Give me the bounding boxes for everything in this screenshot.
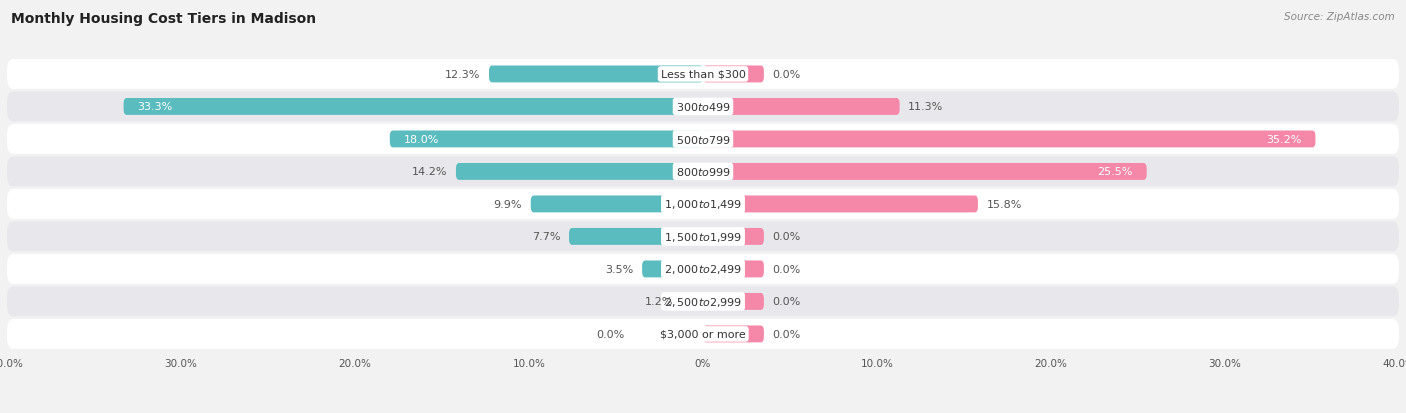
Text: 3.5%: 3.5%: [605, 264, 633, 274]
Legend: Owner-occupied, Renter-occupied: Owner-occupied, Renter-occupied: [578, 411, 828, 413]
Text: 0.0%: 0.0%: [773, 297, 801, 307]
FancyBboxPatch shape: [389, 131, 703, 148]
Text: 35.2%: 35.2%: [1267, 135, 1302, 145]
Text: 0.0%: 0.0%: [773, 70, 801, 80]
FancyBboxPatch shape: [489, 66, 703, 83]
Text: 12.3%: 12.3%: [444, 70, 481, 80]
FancyBboxPatch shape: [703, 261, 763, 278]
Text: $2,500 to $2,999: $2,500 to $2,999: [664, 295, 742, 308]
FancyBboxPatch shape: [124, 99, 703, 116]
FancyBboxPatch shape: [456, 164, 703, 180]
FancyBboxPatch shape: [7, 157, 1399, 187]
Text: 0.0%: 0.0%: [773, 232, 801, 242]
Text: 18.0%: 18.0%: [404, 135, 439, 145]
Text: 25.5%: 25.5%: [1098, 167, 1133, 177]
Text: 14.2%: 14.2%: [412, 167, 447, 177]
FancyBboxPatch shape: [7, 60, 1399, 90]
Text: Source: ZipAtlas.com: Source: ZipAtlas.com: [1284, 12, 1395, 22]
FancyBboxPatch shape: [7, 92, 1399, 122]
Text: 9.9%: 9.9%: [494, 199, 522, 209]
FancyBboxPatch shape: [703, 326, 763, 342]
Text: Monthly Housing Cost Tiers in Madison: Monthly Housing Cost Tiers in Madison: [11, 12, 316, 26]
FancyBboxPatch shape: [703, 293, 763, 310]
FancyBboxPatch shape: [703, 164, 1147, 180]
FancyBboxPatch shape: [703, 99, 900, 116]
Text: 11.3%: 11.3%: [908, 102, 943, 112]
Text: 0.0%: 0.0%: [773, 264, 801, 274]
Text: $500 to $799: $500 to $799: [675, 134, 731, 146]
FancyBboxPatch shape: [7, 222, 1399, 252]
Text: $1,500 to $1,999: $1,500 to $1,999: [664, 230, 742, 243]
FancyBboxPatch shape: [7, 190, 1399, 219]
Text: 1.2%: 1.2%: [645, 297, 673, 307]
Text: Less than $300: Less than $300: [661, 70, 745, 80]
Text: $300 to $499: $300 to $499: [675, 101, 731, 113]
FancyBboxPatch shape: [530, 196, 703, 213]
FancyBboxPatch shape: [7, 319, 1399, 349]
FancyBboxPatch shape: [7, 287, 1399, 317]
Text: 15.8%: 15.8%: [987, 199, 1022, 209]
Text: $3,000 or more: $3,000 or more: [661, 329, 745, 339]
FancyBboxPatch shape: [703, 228, 763, 245]
Text: $2,000 to $2,499: $2,000 to $2,499: [664, 263, 742, 276]
FancyBboxPatch shape: [7, 125, 1399, 154]
Text: 33.3%: 33.3%: [138, 102, 173, 112]
FancyBboxPatch shape: [7, 254, 1399, 284]
FancyBboxPatch shape: [682, 293, 703, 310]
FancyBboxPatch shape: [643, 261, 703, 278]
Text: 7.7%: 7.7%: [531, 232, 561, 242]
Text: 0.0%: 0.0%: [773, 329, 801, 339]
FancyBboxPatch shape: [703, 66, 763, 83]
Text: $1,000 to $1,499: $1,000 to $1,499: [664, 198, 742, 211]
FancyBboxPatch shape: [569, 228, 703, 245]
FancyBboxPatch shape: [703, 131, 1316, 148]
FancyBboxPatch shape: [703, 196, 979, 213]
Text: 0.0%: 0.0%: [596, 329, 624, 339]
Text: $800 to $999: $800 to $999: [675, 166, 731, 178]
